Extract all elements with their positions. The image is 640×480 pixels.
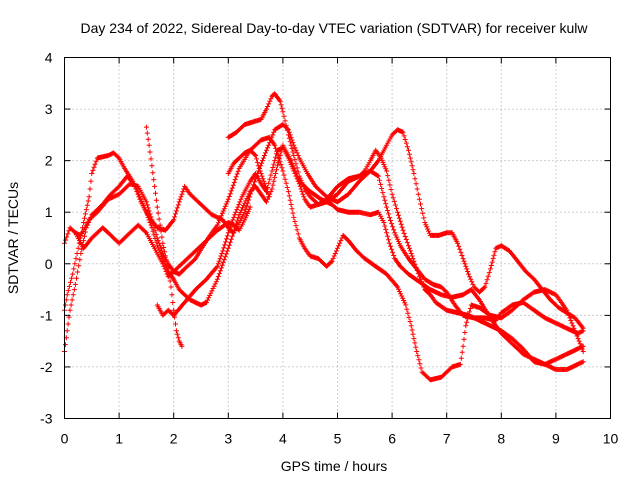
- x-tick-label: 4: [279, 431, 287, 447]
- y-tick-label: -2: [40, 359, 53, 375]
- y-tick-label: -1: [40, 307, 53, 323]
- series-track-1: [62, 135, 586, 382]
- x-tick-label: 6: [388, 431, 396, 447]
- x-tick-label: 9: [552, 431, 560, 447]
- x-tick-label: 3: [224, 431, 232, 447]
- y-tick-label: -3: [40, 411, 53, 427]
- x-tick-label: 0: [61, 431, 69, 447]
- series-track-5: [155, 145, 586, 367]
- y-tick-label: 2: [45, 153, 53, 169]
- x-tick-label: 1: [115, 431, 123, 447]
- y-tick-label: 4: [45, 50, 53, 66]
- y-tick-label: 1: [45, 204, 53, 220]
- x-tick-label: 5: [334, 431, 342, 447]
- data-marker-trace: [62, 135, 586, 382]
- y-tick-label: 0: [45, 256, 53, 272]
- data-marker-trace: [62, 143, 586, 372]
- chart-svg: Day 234 of 2022, Sidereal Day-to-day VTE…: [0, 0, 640, 480]
- y-axis-label: SDTVAR / TECUs: [5, 182, 21, 294]
- series-track-3: [62, 143, 586, 372]
- x-tick-label: 7: [443, 431, 451, 447]
- y-tick-label: 3: [45, 101, 53, 117]
- chart-figure: Day 234 of 2022, Sidereal Day-to-day VTE…: [0, 0, 640, 480]
- x-tick-label: 10: [603, 431, 619, 447]
- x-tick-label: 8: [497, 431, 505, 447]
- marks-layer: [62, 91, 586, 382]
- x-tick-label: 2: [170, 431, 178, 447]
- chart-title: Day 234 of 2022, Sidereal Day-to-day VTE…: [80, 20, 588, 36]
- x-axis-label: GPS time / hours: [281, 458, 388, 474]
- data-marker-trace: [155, 145, 586, 367]
- grid-layer: [65, 58, 611, 419]
- x-axis: 0 1 2 3 4 5 6 7 8 9 10: [61, 58, 619, 447]
